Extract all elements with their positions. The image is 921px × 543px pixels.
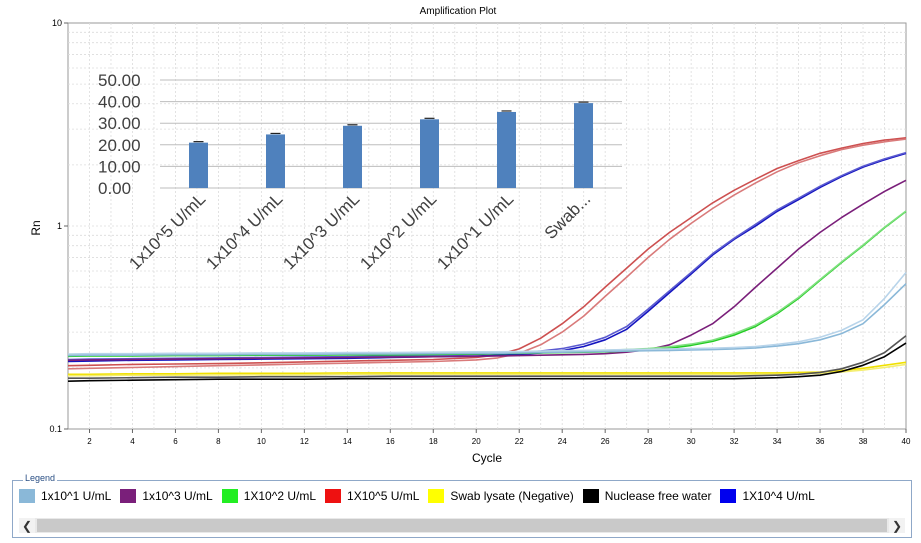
legend-label: 1X10^4 U/mL bbox=[742, 489, 815, 503]
x-tick-label: 18 bbox=[429, 437, 438, 446]
legend-item: 1x10^1 U/mL bbox=[19, 489, 111, 503]
legend-item: 1X10^5 U/mL bbox=[325, 489, 419, 503]
legend-item: 1X10^4 U/mL bbox=[720, 489, 815, 503]
horizontal-scrollbar[interactable]: ❮ ❯ bbox=[19, 518, 905, 533]
inset-category-label: 1x10^1 U/mL bbox=[433, 189, 517, 273]
inset-bar bbox=[266, 134, 285, 188]
legend-label: 1X10^5 U/mL bbox=[347, 489, 420, 503]
inset-y-tick-label: 50.00 bbox=[98, 71, 141, 90]
legend-swatch bbox=[582, 489, 599, 503]
x-tick-label: 8 bbox=[216, 437, 221, 446]
series-line bbox=[68, 335, 907, 380]
series-line bbox=[67, 342, 907, 382]
inset-category-label: 1x10^4 U/mL bbox=[202, 189, 286, 273]
legend-item: Swab lysate (Negative) bbox=[428, 489, 574, 503]
legend-items: 1x10^1 U/mL 1x10^3 U/mL 1X10^2 U/mL 1X10^5 … bbox=[19, 489, 824, 503]
x-tick-label: 22 bbox=[515, 437, 524, 446]
x-tick-label: 24 bbox=[558, 437, 567, 446]
x-tick-label: 10 bbox=[257, 437, 266, 446]
x-tick-label: 32 bbox=[730, 437, 739, 446]
inset-y-tick-label: 0.00 bbox=[98, 179, 131, 198]
inset-y-tick-label: 20.00 bbox=[98, 136, 141, 155]
inset-bar bbox=[497, 111, 516, 188]
legend-swatch bbox=[19, 489, 35, 503]
y-tick-label: 0.1 bbox=[49, 424, 62, 434]
x-tick-label: 28 bbox=[644, 437, 653, 446]
series-line bbox=[67, 271, 907, 355]
legend-label: 1X10^2 U/mL bbox=[243, 489, 317, 503]
x-tick-label: 38 bbox=[859, 437, 868, 446]
series-line bbox=[67, 179, 907, 362]
x-tick-label: 14 bbox=[343, 437, 352, 446]
legend-item: Nuclease free water bbox=[582, 489, 712, 503]
x-tick-label: 4 bbox=[130, 437, 135, 446]
inset-y-tick-label: 40.00 bbox=[98, 93, 141, 112]
y-tick-label: 1 bbox=[57, 221, 62, 231]
x-tick-label: 34 bbox=[773, 437, 782, 446]
inset-category-label: Swab... bbox=[541, 189, 595, 243]
chevron-left-icon[interactable]: ❮ bbox=[19, 518, 35, 533]
series-line bbox=[67, 283, 907, 357]
legend-item: 1x10^3 U/mL bbox=[120, 489, 213, 503]
scroll-thumb[interactable] bbox=[37, 519, 887, 532]
legend-swatch bbox=[325, 489, 342, 503]
x-tick-label: 40 bbox=[902, 437, 911, 446]
legend-swatch bbox=[120, 489, 137, 503]
x-axis-label: Cycle bbox=[472, 451, 502, 465]
legend-label: Nuclease free water bbox=[604, 489, 712, 503]
x-tick-label: 36 bbox=[816, 437, 825, 446]
y-axis-ticks: 0.1 1 10 bbox=[49, 18, 68, 434]
series-line bbox=[67, 138, 907, 370]
x-tick-label: 2 bbox=[87, 437, 92, 446]
amplification-plot: Amplification Plot 2 4 6 8 10 12 14 16 18 20 22 24 2… bbox=[29, 6, 911, 465]
inset-bar bbox=[420, 119, 439, 188]
x-axis-ticks: 2 4 6 8 10 12 14 16 18 20 22 24 26 28 30 32 34 36 38 40 bbox=[87, 429, 911, 446]
legend-swatch bbox=[221, 489, 238, 503]
amplification-curves bbox=[67, 137, 907, 382]
legend-panel: Legend 1x10^1 U/mL 1x10^3 U/mL 1X10^2 U/mL… bbox=[12, 473, 912, 538]
inset-bar bbox=[189, 142, 208, 188]
x-tick-label: 30 bbox=[687, 437, 696, 446]
legend-swatch bbox=[720, 489, 737, 503]
inset-bar bbox=[343, 125, 362, 188]
x-tick-label: 26 bbox=[601, 437, 610, 446]
inset-category-label: 1x10^3 U/mL bbox=[279, 189, 363, 273]
legend-item: 1X10^2 U/mL bbox=[221, 489, 317, 503]
inset-y-tick-label: 30.00 bbox=[98, 114, 141, 133]
legend-title: Legend bbox=[23, 473, 58, 483]
series-line bbox=[68, 361, 907, 376]
inset-y-tick-label: 10.00 bbox=[98, 157, 141, 176]
chevron-right-icon[interactable]: ❯ bbox=[889, 518, 905, 533]
legend-label: 1x10^1 U/mL bbox=[41, 489, 112, 503]
x-tick-label: 6 bbox=[173, 437, 178, 446]
x-tick-label: 12 bbox=[300, 437, 309, 446]
y-axis-label: Rn bbox=[29, 220, 43, 235]
series-line bbox=[67, 137, 907, 367]
chart-title: Amplification Plot bbox=[420, 6, 497, 17]
y-tick-label: 10 bbox=[52, 18, 62, 28]
legend-swatch bbox=[428, 489, 445, 503]
legend-label: Swab lysate (Negative) bbox=[450, 489, 574, 503]
x-tick-label: 20 bbox=[472, 437, 481, 446]
legend-label: 1x10^3 U/mL bbox=[142, 489, 213, 503]
inset-bar bbox=[574, 103, 593, 188]
x-tick-label: 16 bbox=[386, 437, 395, 446]
